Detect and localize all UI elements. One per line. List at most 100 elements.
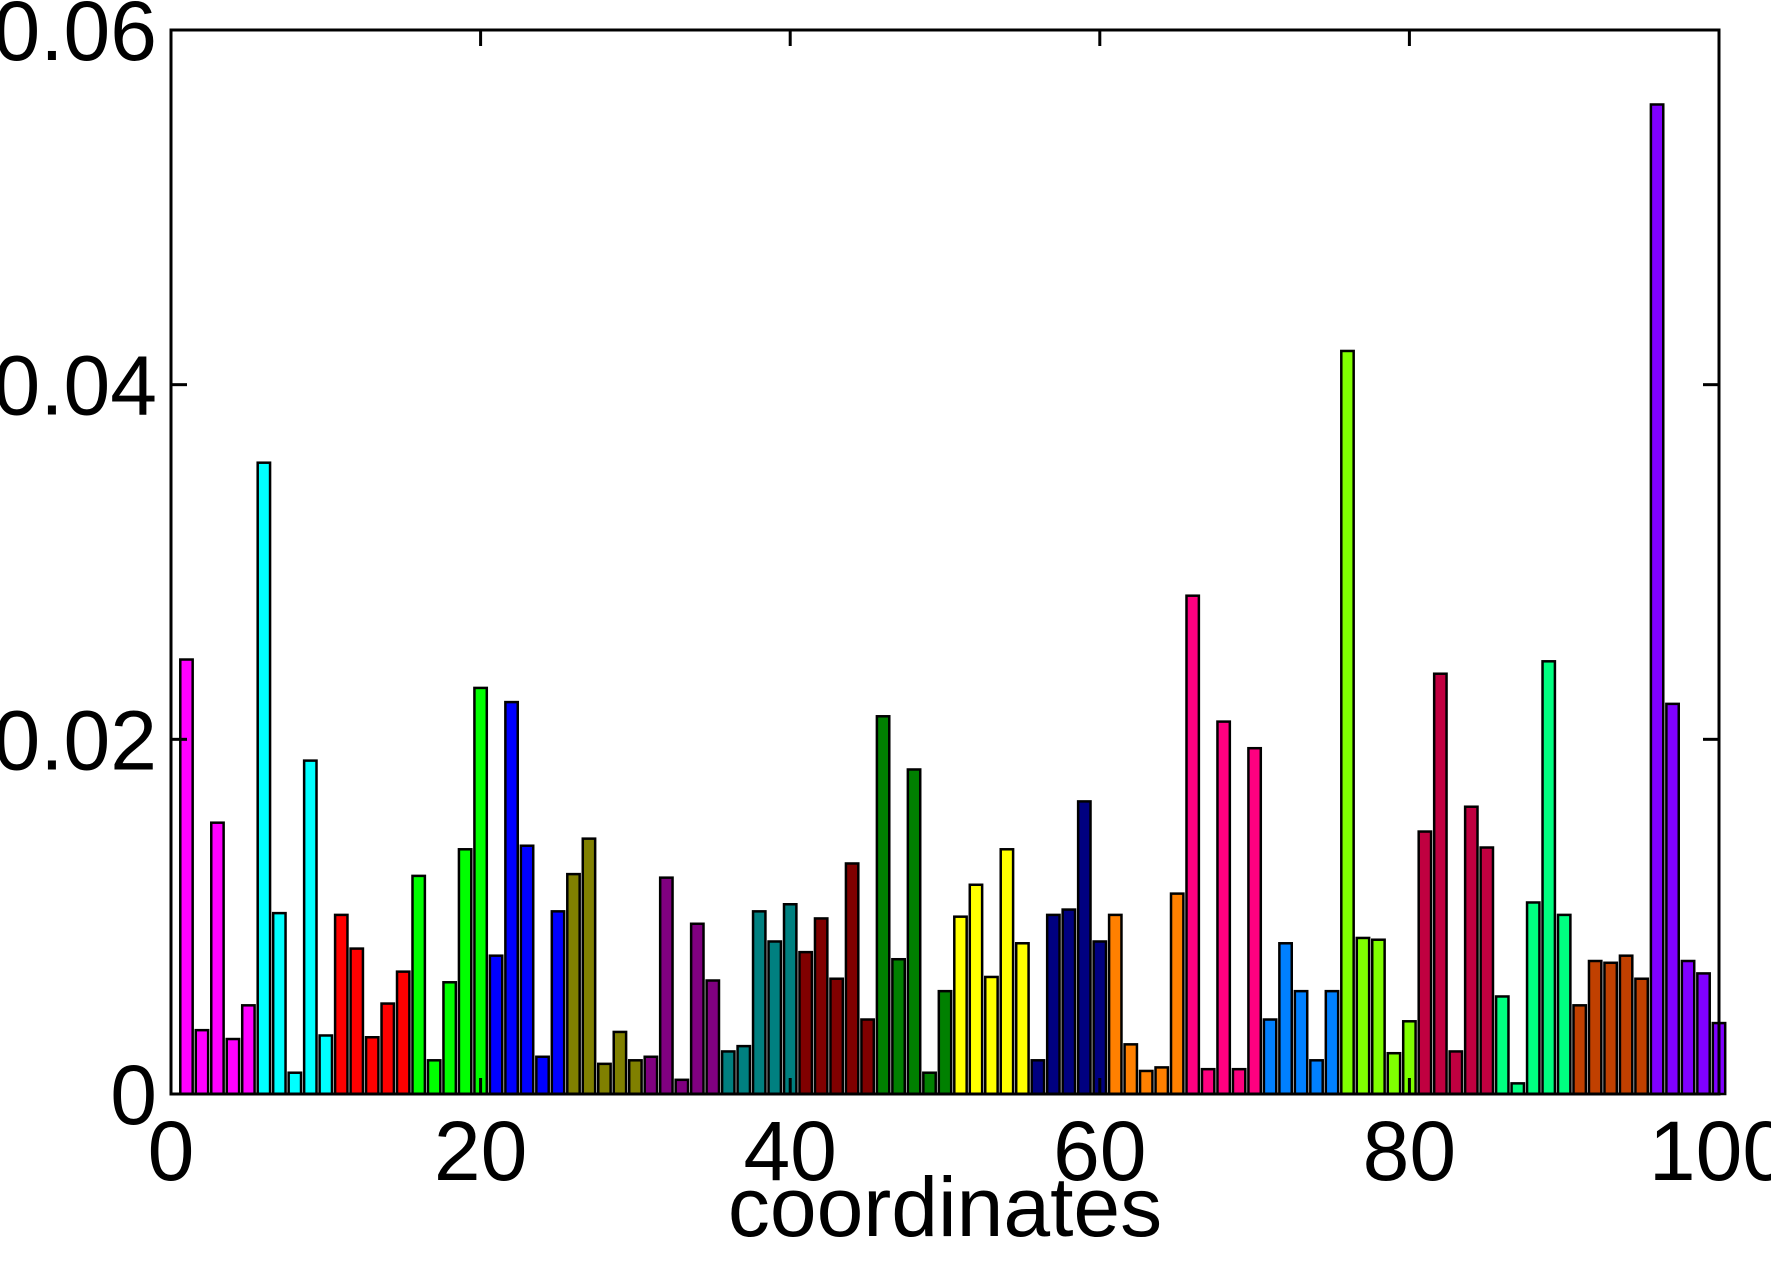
- bar: [1634, 977, 1650, 1096]
- bar: [1185, 594, 1201, 1096]
- bar: [705, 979, 721, 1096]
- bar: [813, 917, 829, 1096]
- bar: [535, 1055, 550, 1096]
- bar: [1618, 954, 1634, 1096]
- bar: [829, 977, 845, 1096]
- bar: [1076, 800, 1092, 1096]
- bar: [333, 913, 349, 1096]
- bar: [953, 915, 968, 1096]
- bar: [1324, 989, 1340, 1096]
- bar: [179, 658, 194, 1096]
- x-tick-label: 20: [434, 1104, 527, 1198]
- bar: [1231, 1067, 1247, 1096]
- x-tick-labels: 0 20 40 60 80 100: [148, 1104, 1771, 1198]
- x-tick-label: 0: [148, 1104, 195, 1198]
- bar: [1665, 702, 1680, 1096]
- bar: [1340, 349, 1355, 1096]
- bar: [798, 950, 814, 1096]
- bar: [1045, 913, 1061, 1096]
- x-tick-label: 60: [1053, 1104, 1146, 1198]
- bar: [658, 876, 674, 1096]
- bar: [581, 837, 597, 1096]
- bar: [519, 844, 535, 1096]
- y-tick-label: 0: [110, 1048, 157, 1142]
- bar: [225, 1037, 241, 1096]
- bar: [1247, 746, 1263, 1096]
- y-tick-label: 0.04: [0, 339, 157, 433]
- bar: [1355, 936, 1371, 1096]
- bar: [1278, 942, 1293, 1096]
- bar: [1386, 1051, 1402, 1096]
- bar: [1107, 913, 1123, 1096]
- bar: [442, 981, 458, 1096]
- bar: [256, 461, 272, 1096]
- bar: [999, 848, 1015, 1096]
- bar: [627, 1059, 643, 1096]
- bar: [364, 1036, 380, 1096]
- x-tick-label: 40: [743, 1104, 836, 1198]
- bar: [597, 1062, 612, 1096]
- bar: [984, 975, 999, 1096]
- bar: [875, 715, 891, 1096]
- bar: [1541, 660, 1557, 1096]
- bar: [240, 1004, 256, 1096]
- bar: [1123, 1043, 1139, 1096]
- bar: [395, 970, 411, 1096]
- bar: [689, 922, 705, 1096]
- bar: [488, 954, 504, 1096]
- bar: [1030, 1059, 1046, 1096]
- bar: [937, 989, 953, 1096]
- bar: [1448, 1050, 1464, 1096]
- bar: [194, 1028, 210, 1096]
- bar: [349, 947, 365, 1096]
- bar: [860, 1018, 876, 1096]
- bar: [1092, 940, 1108, 1096]
- bar: [411, 874, 427, 1096]
- bar: [767, 940, 783, 1096]
- bar: [1371, 938, 1386, 1096]
- bar: [473, 686, 489, 1096]
- plot-frame: [169, 28, 1721, 1096]
- bar: [287, 1071, 303, 1096]
- bar: [1154, 1066, 1170, 1096]
- bar: [1463, 805, 1479, 1096]
- bar: [643, 1055, 659, 1096]
- bar: [210, 821, 225, 1096]
- bar: [1696, 972, 1711, 1096]
- bar: [1169, 892, 1185, 1096]
- bar: [426, 1059, 442, 1096]
- bar: [380, 1002, 396, 1096]
- bar: [566, 872, 581, 1096]
- bar: [1525, 901, 1541, 1096]
- bar: [968, 883, 984, 1096]
- bar: [1262, 1018, 1278, 1096]
- bar: [302, 759, 318, 1096]
- bar: [318, 1034, 334, 1096]
- bar: [1603, 961, 1619, 1096]
- bar: [1572, 1004, 1588, 1096]
- y-tick-label: 0.02: [0, 693, 157, 787]
- bar: [891, 957, 906, 1096]
- bar: [1432, 672, 1448, 1096]
- axis-ticks: [169, 28, 1721, 1096]
- bar: [720, 1050, 736, 1096]
- bar: [1417, 830, 1433, 1096]
- bar: [1014, 942, 1030, 1096]
- x-tick-label: 80: [1363, 1104, 1456, 1198]
- x-tick-label: 100: [1649, 1104, 1771, 1198]
- bar: [674, 1078, 690, 1096]
- bar: [457, 848, 473, 1096]
- bar: [550, 910, 566, 1096]
- bar: [612, 1030, 628, 1096]
- bar: [1587, 959, 1603, 1096]
- bar: [1216, 720, 1232, 1096]
- bar: [844, 862, 860, 1096]
- bar: [271, 911, 287, 1096]
- bar: [1293, 989, 1309, 1096]
- bar: [782, 903, 798, 1096]
- bar: [906, 768, 922, 1096]
- bar: [751, 910, 767, 1096]
- bar: [1061, 908, 1077, 1096]
- bar: [1494, 995, 1510, 1096]
